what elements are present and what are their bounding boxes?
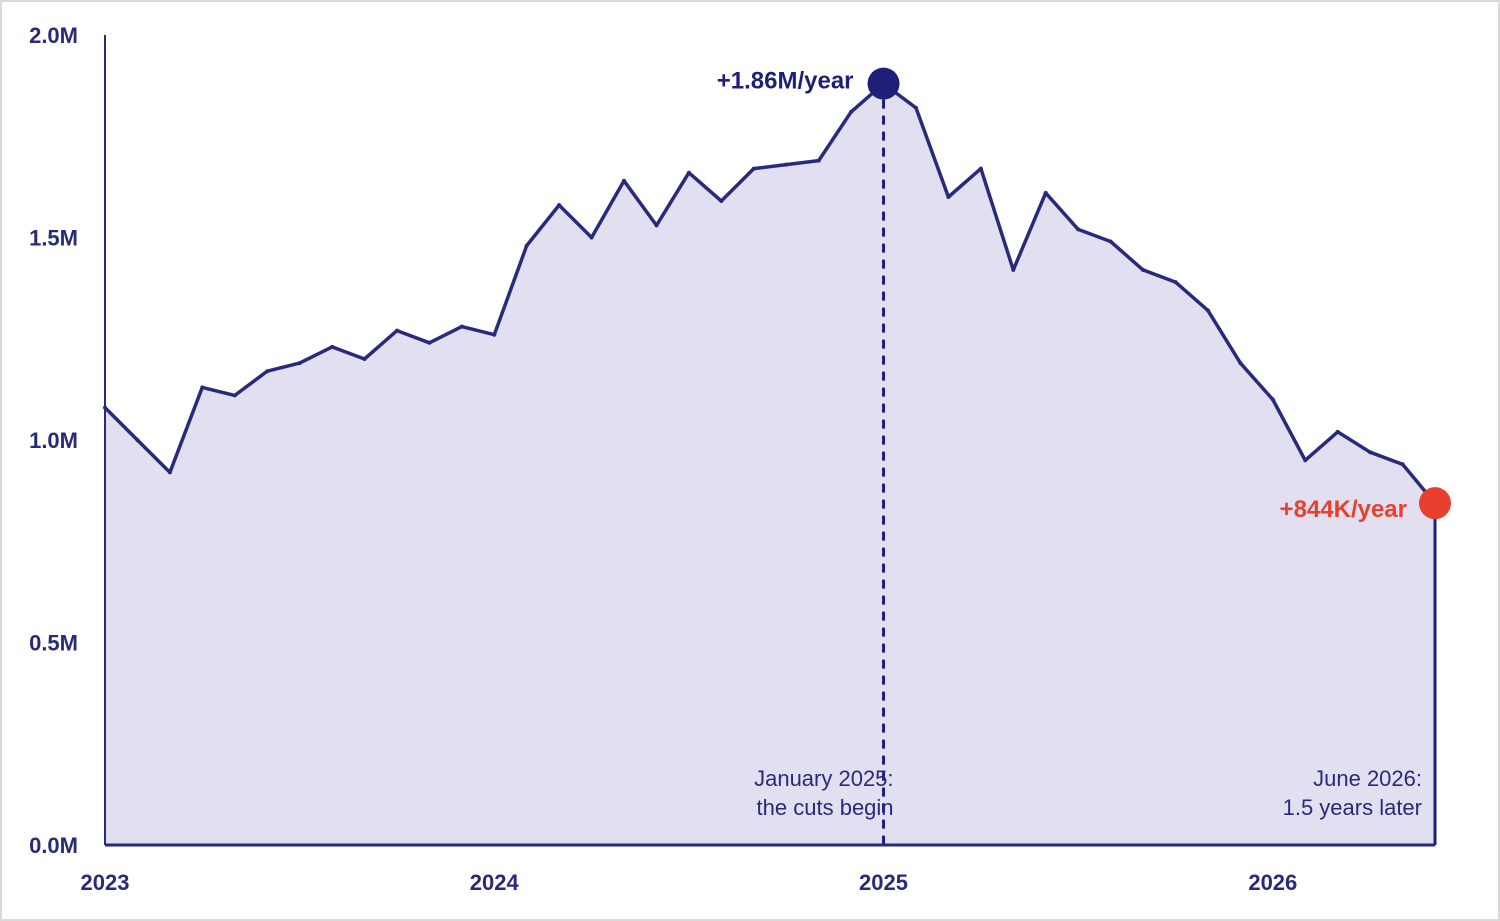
x-tick-label: 2026 <box>1248 870 1297 895</box>
x-axis-ticks: 2023 2024 2025 2026 <box>81 870 1298 895</box>
end-note-line1: June 2026: <box>1313 766 1422 791</box>
y-tick-label: 1.0M <box>29 428 78 453</box>
series-area-fill <box>105 83 1435 846</box>
data-point-2024-09 <box>751 166 756 171</box>
data-point-2025-08 <box>1108 239 1113 244</box>
cut-note-line1: January 2025: <box>754 766 893 791</box>
data-point-2023-04 <box>200 385 205 390</box>
data-point-2026-03 <box>1335 429 1340 434</box>
data-point-2025-06 <box>1043 190 1048 195</box>
cut-note-line2: the cuts begin <box>757 795 894 820</box>
data-point-2025-09 <box>1141 267 1145 272</box>
data-point-2024-07 <box>686 170 691 175</box>
data-point-2025-07 <box>1076 227 1081 232</box>
data-point-2024-12 <box>849 109 854 114</box>
data-point-2024-10 <box>784 162 789 167</box>
y-axis-ticks: 0.0M 0.5M 1.0M 1.5M 2.0M <box>29 23 78 858</box>
data-point-2025-10 <box>1173 280 1178 285</box>
data-point-2026-02 <box>1303 458 1308 463</box>
end-label: +844K/year <box>1280 496 1407 523</box>
y-tick-label: 0.0M <box>29 833 78 858</box>
data-point-2024-02 <box>524 243 529 248</box>
data-point-2023-12 <box>459 324 464 329</box>
data-point-2023-05 <box>232 393 237 398</box>
x-tick-label: 2024 <box>470 870 520 895</box>
x-tick-label: 2025 <box>859 870 908 895</box>
data-point-2023-11 <box>427 340 432 345</box>
data-point-2023-03 <box>167 470 172 475</box>
data-point-2024-08 <box>719 199 724 203</box>
y-tick-label: 2.0M <box>29 23 78 48</box>
end-marker <box>1419 487 1451 520</box>
peak-label: +1.86M/year <box>717 68 854 95</box>
data-point-2023-10 <box>395 328 399 333</box>
data-point-2026-01 <box>1270 397 1275 402</box>
data-point-2023-07 <box>297 361 302 366</box>
y-tick-label: 1.5M <box>29 226 78 251</box>
y-tick-label: 0.5M <box>29 631 78 656</box>
data-point-2025-11 <box>1205 308 1210 313</box>
data-point-2025-02 <box>914 105 918 110</box>
data-point-2024-01 <box>492 332 497 337</box>
data-point-2023-08 <box>330 344 335 349</box>
end-note-line2: 1.5 years later <box>1283 795 1422 820</box>
data-point-2024-03 <box>557 203 562 208</box>
data-point-2024-06 <box>654 223 659 228</box>
data-point-2025-04 <box>978 166 983 171</box>
data-point-2026-04 <box>1368 450 1373 455</box>
data-point-2024-04 <box>589 235 594 240</box>
data-point-2023-09 <box>362 357 367 361</box>
data-point-2024-05 <box>622 178 626 183</box>
data-point-2026-05 <box>1400 462 1405 467</box>
data-point-2025-03 <box>946 195 951 199</box>
area-layer <box>103 81 1437 846</box>
peak-marker <box>867 67 900 100</box>
data-point-2024-11 <box>816 158 821 163</box>
data-point-2025-05 <box>1011 267 1016 272</box>
data-point-2023-02 <box>135 438 140 442</box>
data-point-2025-12 <box>1238 361 1243 366</box>
x-tick-label: 2023 <box>81 870 130 895</box>
data-point-2023-06 <box>265 369 270 374</box>
series-line <box>103 81 1437 505</box>
